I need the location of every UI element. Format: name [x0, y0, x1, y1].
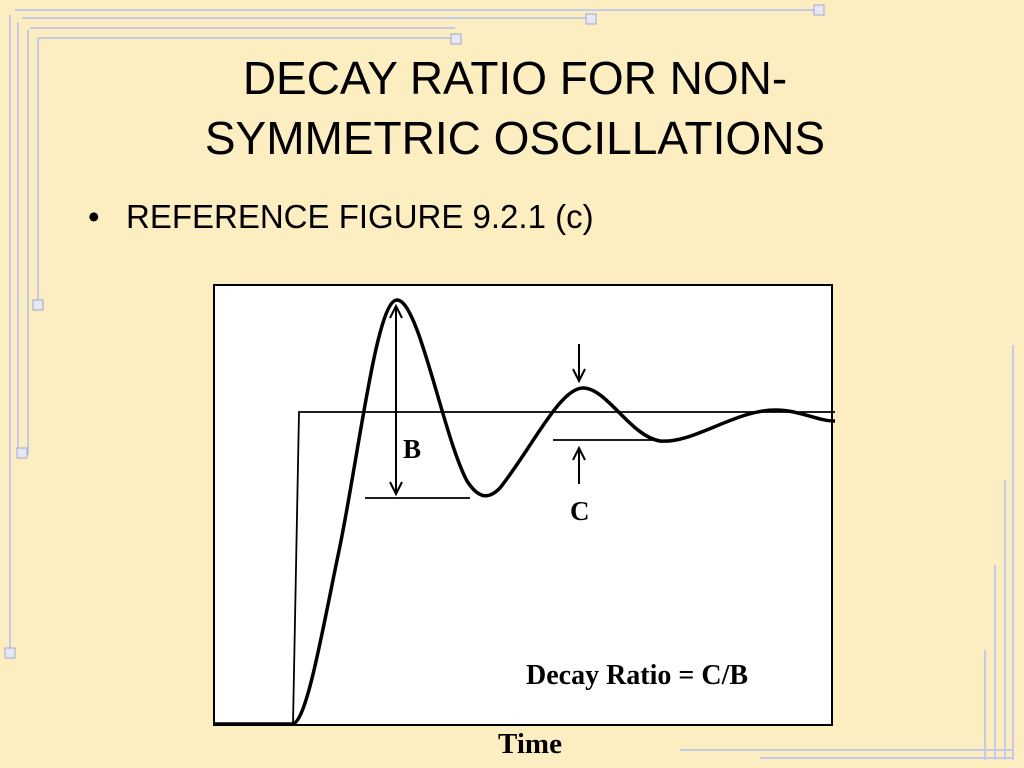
- label-b: B: [403, 434, 421, 464]
- title-line-1: DECAY RATIO FOR NON-: [242, 52, 788, 104]
- slide-title: DECAY RATIO FOR NON- SYMMETRIC OSCILLATI…: [100, 48, 930, 168]
- x-axis-label: Time: [498, 728, 562, 760]
- response-diagram: B C Decay Ratio = C/B: [215, 298, 835, 726]
- c-bottom-arrow-icon: [572, 445, 586, 484]
- label-c: C: [570, 496, 590, 526]
- title-line-2: SYMMETRIC OSCILLATIONS: [204, 112, 826, 164]
- decay-ratio-formula: Decay Ratio = C/B: [526, 660, 748, 691]
- response-curve: [215, 298, 835, 726]
- bullet-text: REFERENCE FIGURE 9.2.1 (c): [126, 198, 594, 235]
- bullet-dot-icon: •: [88, 198, 100, 235]
- bullet-item: • REFERENCE FIGURE 9.2.1 (c): [88, 194, 594, 240]
- bullet-list: • REFERENCE FIGURE 9.2.1 (c): [88, 194, 594, 240]
- decay-ratio-figure: B C Decay Ratio = C/B: [213, 284, 835, 726]
- c-top-arrow-icon: [572, 344, 586, 384]
- b-arrow-icon: [389, 303, 403, 497]
